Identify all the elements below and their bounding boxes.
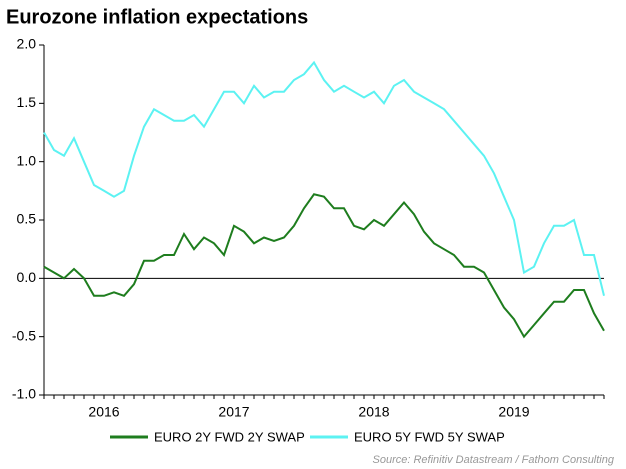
y-tick-label: 1.0 xyxy=(17,152,37,168)
x-tick-label: 2016 xyxy=(88,404,119,420)
y-tick-label: 2.0 xyxy=(17,36,37,52)
y-tick-label: 0.5 xyxy=(17,211,37,227)
y-tick-label: 1.5 xyxy=(17,94,37,110)
y-tick-label: 0.0 xyxy=(17,269,37,285)
series-line xyxy=(43,193,605,339)
legend-label: EURO 5Y FWD 5Y SWAP xyxy=(354,429,505,444)
x-tick-label: 2017 xyxy=(218,404,249,420)
source-note: Source: Refinitiv Datastream / Fathom Co… xyxy=(373,454,615,466)
chart-title: Eurozone inflation expectations xyxy=(6,6,308,28)
legend-label: EURO 2Y FWD 2Y SWAP xyxy=(154,429,305,444)
x-tick-label: 2018 xyxy=(358,404,389,420)
series-line xyxy=(43,60,605,297)
y-tick-label: -0.5 xyxy=(12,327,36,343)
y-tick-label: -1.0 xyxy=(12,386,36,402)
x-tick-label: 2019 xyxy=(498,404,529,420)
